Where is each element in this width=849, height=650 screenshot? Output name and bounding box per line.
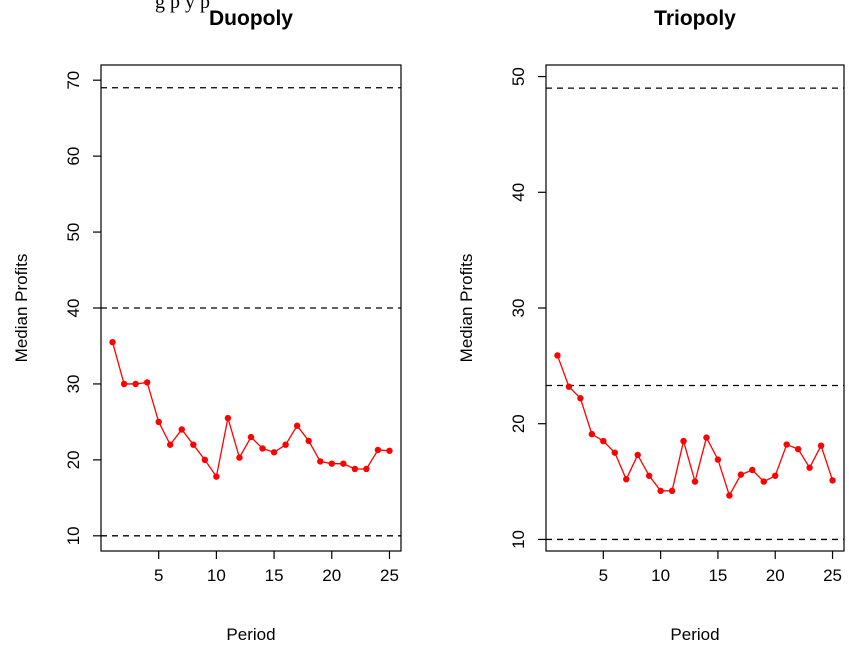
data-point (703, 434, 710, 441)
y-tick-label: 60 (64, 147, 83, 166)
data-point (817, 442, 825, 449)
y-tick-label: 30 (64, 374, 83, 393)
x-tick-label: 25 (380, 566, 399, 585)
data-point (328, 460, 335, 467)
x-tick-label: 5 (599, 566, 608, 585)
data-point (634, 451, 641, 459)
data-point (305, 437, 312, 445)
data-point (190, 441, 197, 448)
data-point (657, 487, 664, 495)
data-point (109, 338, 116, 346)
data-point (829, 477, 836, 484)
chart-panel-1: Duopoly 5 10 15 20 25 10 20 30 40 50 60 70 Period Medi… (12, 7, 402, 644)
y-axis-label: Median Profits (457, 254, 476, 363)
data-point (783, 441, 790, 448)
y-tick-label: 40 (509, 183, 528, 202)
data-point (668, 487, 676, 495)
data-point (282, 441, 289, 448)
data-point (737, 471, 745, 478)
series-line (556, 355, 834, 498)
data-point (143, 379, 151, 386)
y-axis-label: Median Profits (12, 254, 31, 363)
x-tick-label: 10 (207, 566, 226, 585)
data-point (155, 418, 162, 426)
data-point (236, 454, 243, 461)
data-point (565, 383, 573, 390)
y-tick-label: 10 (509, 530, 528, 549)
data-point (577, 395, 584, 402)
data-point (120, 380, 128, 388)
y-tick-label: 10 (64, 526, 83, 545)
series-line (111, 341, 390, 479)
data-point (132, 380, 139, 388)
data-point (374, 446, 382, 454)
figure-caption-fragment: g p y p (155, 0, 210, 13)
x-tick-label: 20 (322, 566, 341, 585)
y-tick-label: 30 (509, 299, 528, 318)
data-point (680, 437, 687, 445)
data-point (691, 478, 699, 485)
data-point (645, 472, 653, 479)
x-tick-label: 25 (823, 566, 842, 585)
chart-title: Triopoly (654, 7, 736, 30)
data-point (293, 422, 301, 429)
data-point (749, 466, 756, 474)
x-tick-label: 5 (154, 566, 163, 585)
y-tick-label: 50 (64, 223, 83, 242)
plot-frame (545, 64, 845, 552)
x-axis-label: Period (226, 625, 275, 644)
data-point (340, 460, 347, 467)
data-point (806, 464, 813, 471)
data-point (772, 472, 779, 479)
y-tick-label: 50 (509, 67, 528, 86)
data-point (726, 492, 733, 499)
data-point (611, 449, 618, 456)
chart-title: Duopoly (209, 7, 293, 30)
data-point (600, 437, 607, 445)
chart-panel-2: Triopoly 5 10 15 20 25 10 20 30 40 50 Period Median … (457, 7, 845, 644)
x-tick-label: 15 (265, 566, 284, 585)
data-point (317, 458, 324, 465)
x-tick-label: 10 (651, 566, 670, 585)
y-tick-label: 40 (64, 299, 83, 318)
data-point (623, 476, 630, 483)
data-point (213, 473, 220, 480)
data-point (386, 447, 393, 454)
data-point (363, 465, 370, 473)
data-point (588, 430, 596, 438)
x-tick-label: 20 (766, 566, 785, 585)
data-point (351, 465, 359, 473)
x-tick-label: 15 (708, 566, 727, 585)
y-tick-label: 20 (64, 450, 83, 469)
data-point (224, 414, 232, 422)
data-point (247, 433, 255, 441)
data-point (794, 445, 802, 453)
data-point (270, 449, 278, 456)
data-point (259, 445, 266, 452)
y-tick-label: 70 (64, 71, 83, 90)
x-axis-label: Period (670, 625, 719, 644)
y-tick-label: 20 (509, 414, 528, 433)
data-point (554, 352, 561, 359)
data-point (714, 456, 722, 463)
data-point (167, 441, 174, 448)
data-point (178, 426, 185, 433)
data-point (760, 478, 767, 485)
data-point (201, 456, 209, 464)
